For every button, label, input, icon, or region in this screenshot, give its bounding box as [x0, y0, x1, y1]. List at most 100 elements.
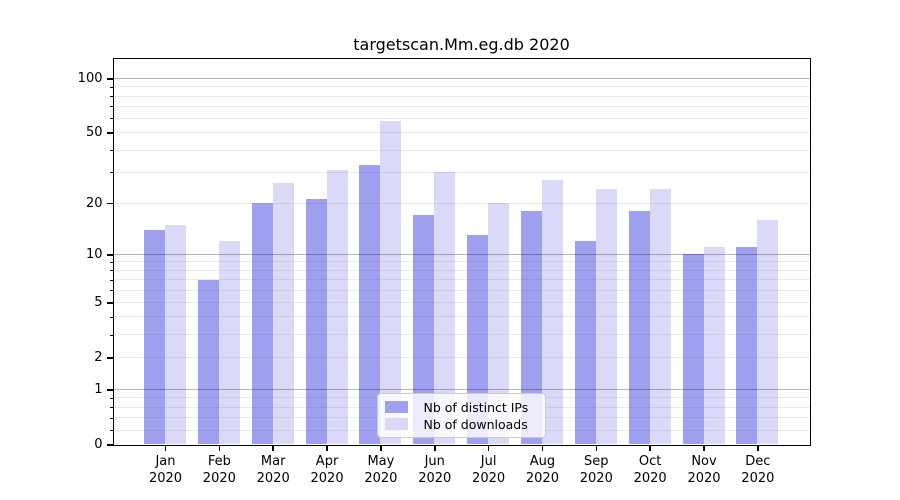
x-tick-mark-nov-2020: [703, 445, 705, 451]
chart-title: targetscan.Mm.eg.db 2020: [353, 35, 570, 54]
bar-nb-of-distinct-ips-aug-2020: [520, 210, 542, 445]
plot-area: Nb of distinct IPs Nb of downloads: [112, 57, 811, 446]
gridline-80: [113, 95, 810, 97]
bar-nb-of-downloads-apr-2020: [326, 169, 348, 445]
x-tick-mark-aug-2020: [541, 445, 544, 451]
gridline-7: [113, 279, 810, 281]
x-tick-mark-may-2020: [380, 445, 382, 451]
gridline-5: [113, 301, 810, 303]
legend-label-downloads: Nb of downloads: [423, 416, 528, 432]
x-tick-label-sep-2020: Sep 2020: [579, 454, 613, 486]
gridline-70: [113, 105, 810, 107]
x-tick-label-oct-2020: Oct 2020: [633, 454, 667, 486]
gridline-20: [113, 202, 810, 204]
y-minor-tick-mark-9: [110, 261, 114, 263]
bar-nb-of-distinct-ips-jan-2020: [144, 229, 165, 445]
y-minor-tick-mark-20: [110, 203, 114, 205]
y-minor-tick-mark-50: [110, 132, 114, 134]
x-tick-label-jun-2020: Jun 2020: [418, 454, 452, 486]
x-tick-label-may-2020: May 2020: [364, 454, 398, 486]
gridline-4: [113, 316, 810, 318]
x-tick-mark-dec-2020: [757, 445, 759, 451]
x-tick-label-nov-2020: Nov 2020: [687, 454, 721, 486]
gridline-6: [113, 289, 810, 291]
y-tick-mark-1: [106, 389, 114, 391]
x-tick-mark-jun-2020: [434, 445, 436, 451]
bar-nb-of-distinct-ips-feb-2020: [197, 279, 219, 445]
gridline-2: [113, 356, 810, 358]
bar-nb-of-downloads-jul-2020: [488, 203, 510, 445]
y-tick-label-20: 20: [85, 195, 103, 211]
x-tick-mark-sep-2020: [595, 445, 598, 451]
y-minor-tick-mark-3: [110, 334, 114, 336]
y-tick-label-100: 100: [77, 71, 103, 86]
y-minor-tick-mark-0.4: [110, 417, 114, 419]
gridline-40: [113, 149, 810, 151]
legend: Nb of distinct IPs Nb of downloads: [376, 392, 546, 438]
bars-layer: [114, 59, 810, 445]
gridline-60: [113, 117, 810, 119]
x-tick-label-jul-2020: Jul 2020: [472, 454, 506, 486]
y-minor-tick-mark-30: [110, 172, 114, 174]
legend-swatch-distinct-ips: [384, 401, 408, 413]
gridline-100: [113, 78, 810, 79]
y-minor-tick-mark-0.6: [110, 407, 114, 409]
bar-nb-of-distinct-ips-jun-2020: [413, 215, 435, 445]
gridline-30: [113, 171, 810, 173]
y-minor-tick-mark-2: [110, 357, 114, 359]
y-minor-tick-mark-60: [110, 118, 114, 120]
x-tick-mark-feb-2020: [218, 445, 221, 451]
y-tick-mark-0: [106, 444, 114, 446]
gridline-9: [113, 261, 810, 263]
x-tick-label-mar-2020: Mar 2020: [256, 454, 290, 486]
y-minor-tick-mark-90: [110, 86, 114, 88]
gridline-1: [113, 389, 810, 391]
legend-row-downloads: Nb of downloads: [384, 416, 537, 433]
y-tick-label-50: 50: [85, 125, 103, 141]
y-minor-tick-mark-4: [110, 316, 114, 318]
bar-nb-of-downloads-may-2020: [380, 121, 402, 445]
y-minor-tick-mark-5: [110, 302, 114, 304]
x-tick-mark-apr-2020: [326, 445, 328, 451]
legend-swatch-downloads: [384, 418, 408, 430]
y-tick-label-0: 0: [94, 437, 103, 452]
bar-nb-of-distinct-ips-dec-2020: [736, 247, 758, 445]
bar-nb-of-distinct-ips-sep-2020: [574, 241, 596, 445]
x-tick-label-jan-2020: Jan 2020: [148, 454, 183, 486]
bar-nb-of-downloads-mar-2020: [272, 183, 294, 445]
bar-nb-of-downloads-jun-2020: [434, 172, 456, 445]
y-tick-label-10: 10: [85, 246, 103, 262]
bar-nb-of-downloads-sep-2020: [595, 189, 617, 445]
bar-nb-of-downloads-aug-2020: [541, 180, 563, 445]
x-tick-label-aug-2020: Aug 2020: [525, 454, 559, 486]
y-tick-label-1: 1: [94, 382, 103, 398]
y-minor-tick-mark-7: [110, 279, 114, 281]
x-tick-mark-jan-2020: [164, 445, 167, 451]
x-tick-mark-oct-2020: [649, 445, 651, 451]
legend-row-distinct-ips: Nb of distinct IPs: [384, 399, 537, 416]
bar-nb-of-downloads-dec-2020: [757, 219, 779, 445]
x-tick-mark-mar-2020: [272, 445, 274, 451]
x-tick-mark-jul-2020: [487, 445, 490, 451]
bar-nb-of-distinct-ips-nov-2020: [682, 254, 704, 445]
y-tick-label-2: 2: [94, 349, 103, 365]
bar-nb-of-downloads-nov-2020: [703, 247, 725, 445]
x-tick-label-dec-2020: Dec 2020: [741, 454, 775, 486]
bar-nb-of-distinct-ips-may-2020: [359, 164, 381, 445]
gridline-10: [113, 253, 810, 255]
bar-nb-of-distinct-ips-oct-2020: [628, 210, 650, 445]
y-minor-tick-mark-70: [110, 106, 114, 108]
y-minor-tick-mark-80: [110, 96, 114, 97]
y-minor-tick-mark-0.2: [110, 430, 114, 432]
y-minor-tick-mark-40: [110, 150, 114, 151]
x-tick-label-apr-2020: Apr 2020: [310, 454, 344, 486]
bar-nb-of-downloads-oct-2020: [649, 189, 671, 445]
y-tick-mark-10: [106, 254, 114, 256]
bar-nb-of-downloads-jan-2020: [165, 224, 186, 445]
bar-nb-of-distinct-ips-mar-2020: [251, 203, 273, 445]
gridline-3: [113, 334, 810, 336]
bar-nb-of-downloads-feb-2020: [218, 241, 240, 445]
gridline-90: [113, 86, 810, 88]
y-minor-tick-mark-6: [110, 290, 114, 292]
